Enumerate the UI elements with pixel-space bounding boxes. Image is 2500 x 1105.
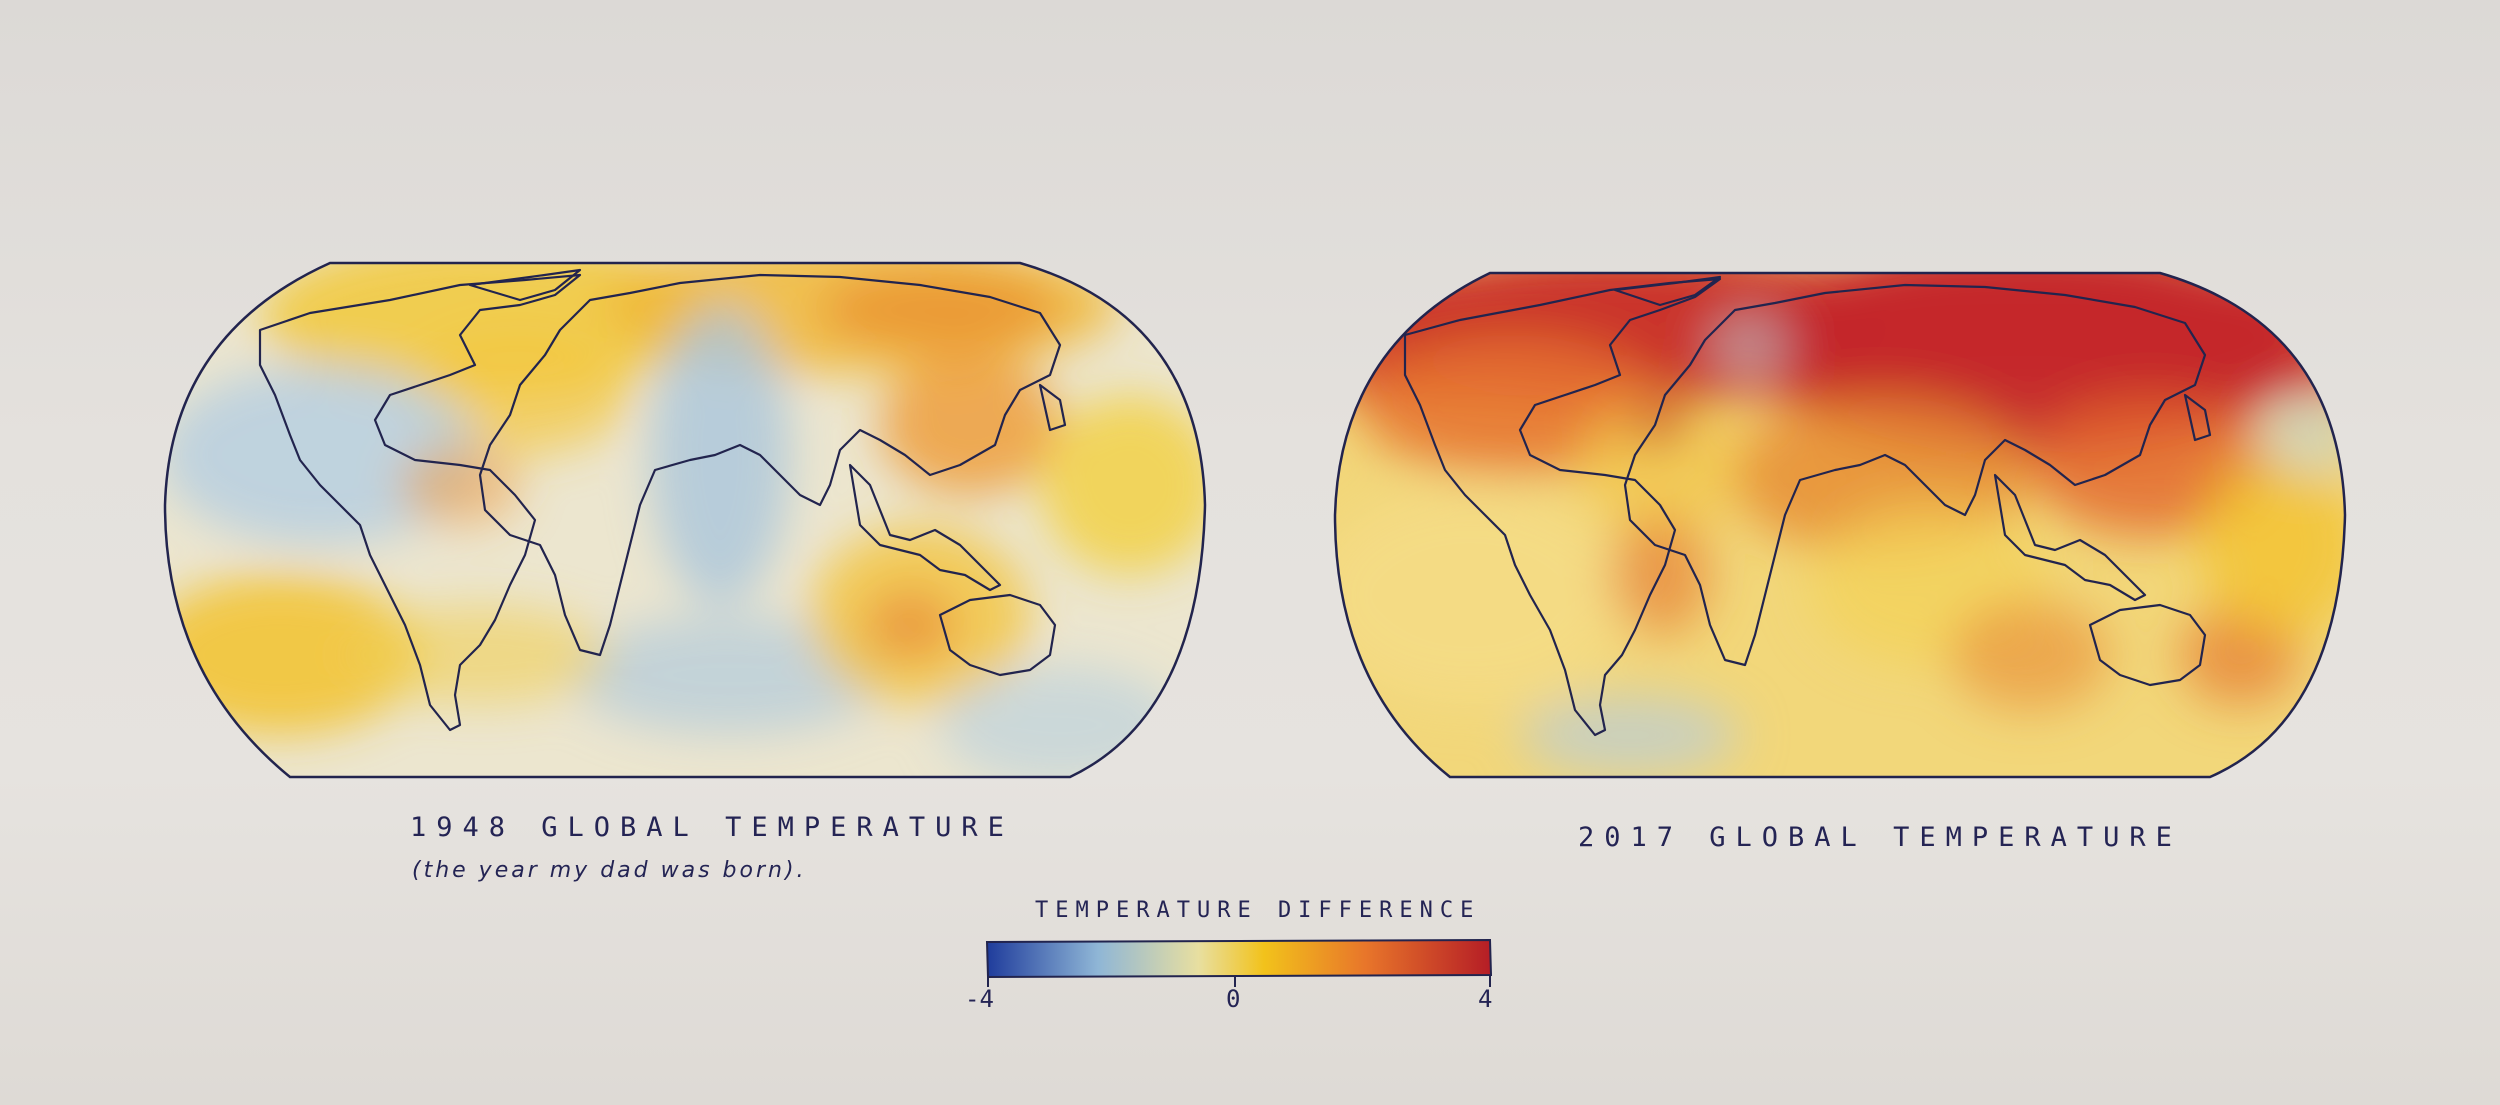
temperature-field-2017 (1335, 273, 2345, 777)
legend-min-label: -4 (965, 985, 994, 1013)
map-1948-title: 1948 GLOBAL TEMPERATURE (410, 812, 1014, 843)
temperature-field-1948 (165, 263, 1205, 777)
map-1948 (163, 261, 1207, 779)
map-frame-2017 (1333, 271, 2347, 779)
legend-gradient-bar (985, 938, 1493, 979)
map-frame-1948 (163, 261, 1207, 779)
legend-colorbar (985, 938, 1493, 987)
legend-title: TEMPERATURE DIFFERENCE (1035, 898, 1481, 923)
map-2017 (1333, 271, 2347, 779)
legend-max-label: 4 (1478, 985, 1493, 1013)
map-1948-subtitle: (the year my dad was born). (412, 858, 807, 883)
map-2017-title: 2017 GLOBAL TEMPERATURE (1578, 822, 2182, 853)
legend-mid-label: 0 (1226, 985, 1241, 1013)
continent-outlines-1948 (258, 268, 1067, 732)
continent-outlines-2017 (1403, 275, 2212, 737)
